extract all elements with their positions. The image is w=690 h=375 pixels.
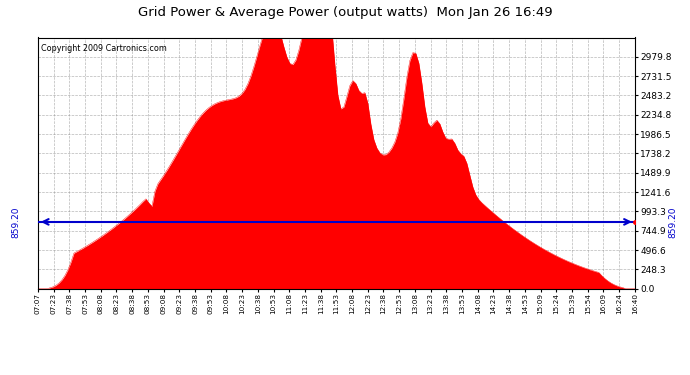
Text: 859.20: 859.20 (668, 206, 678, 238)
Text: Copyright 2009 Cartronics.com: Copyright 2009 Cartronics.com (41, 44, 167, 53)
Text: Grid Power & Average Power (output watts)  Mon Jan 26 16:49: Grid Power & Average Power (output watts… (138, 6, 552, 19)
Text: 859.20: 859.20 (11, 206, 21, 238)
